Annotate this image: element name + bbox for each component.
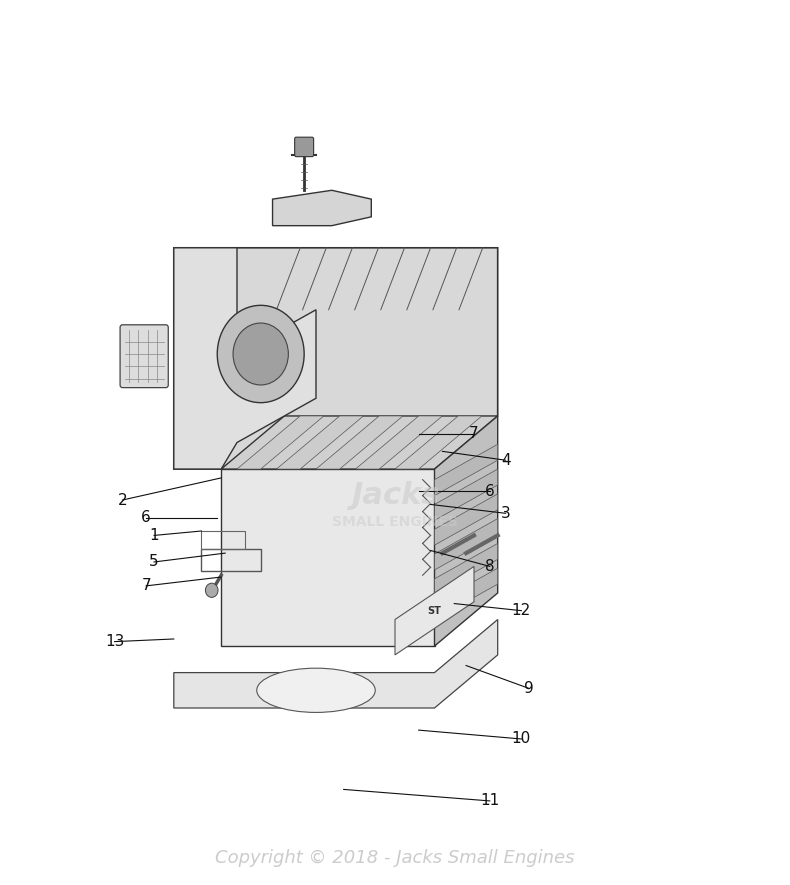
Polygon shape	[435, 519, 498, 570]
Text: Copyright © 2018 - Jacks Small Engines: Copyright © 2018 - Jacks Small Engines	[215, 850, 575, 867]
Text: 12: 12	[512, 604, 531, 618]
Point	[374, 242, 383, 253]
Line: 2 pts: 2 pts	[355, 248, 378, 310]
Polygon shape	[435, 568, 498, 619]
Text: Jacks: Jacks	[351, 481, 439, 510]
Polygon shape	[435, 469, 498, 520]
Text: 8: 8	[485, 559, 495, 573]
Text: 2: 2	[118, 493, 127, 507]
Text: 10: 10	[512, 732, 531, 746]
Line: 2 pts: 2 pts	[459, 248, 483, 310]
Polygon shape	[221, 416, 498, 469]
Line: 2 pts: 2 pts	[407, 248, 431, 310]
Line: 2 pts: 2 pts	[433, 248, 457, 310]
Circle shape	[233, 323, 288, 385]
Polygon shape	[356, 416, 442, 469]
Text: 11: 11	[480, 794, 499, 808]
Text: SMALL ENGINES: SMALL ENGINES	[332, 515, 458, 529]
Text: 1: 1	[149, 528, 159, 543]
Line: 2 pts: 2 pts	[381, 248, 404, 310]
Text: 13: 13	[105, 635, 124, 649]
Point	[322, 242, 331, 253]
Text: 3: 3	[501, 506, 510, 520]
Point	[454, 304, 464, 315]
Text: 7: 7	[469, 427, 479, 441]
Point	[376, 304, 386, 315]
Text: ST: ST	[427, 605, 442, 616]
Text: 5: 5	[149, 555, 159, 569]
Circle shape	[217, 305, 304, 403]
Point	[298, 304, 307, 315]
Polygon shape	[174, 248, 498, 469]
Point	[295, 242, 305, 253]
Line: 2 pts: 2 pts	[329, 248, 352, 310]
Point	[324, 304, 333, 315]
Point	[350, 304, 359, 315]
Point	[400, 242, 409, 253]
Point	[426, 242, 435, 253]
Polygon shape	[395, 416, 482, 469]
Ellipse shape	[257, 668, 375, 712]
Polygon shape	[316, 416, 403, 469]
Point	[428, 304, 438, 315]
Polygon shape	[276, 416, 363, 469]
Text: 9: 9	[525, 681, 534, 696]
Polygon shape	[435, 543, 498, 595]
Point	[272, 304, 281, 315]
Text: 6: 6	[141, 511, 151, 525]
Polygon shape	[237, 416, 324, 469]
Point	[348, 242, 357, 253]
Polygon shape	[221, 469, 434, 646]
Polygon shape	[435, 494, 498, 545]
Text: 4: 4	[501, 453, 510, 467]
Polygon shape	[435, 416, 498, 646]
Circle shape	[205, 583, 218, 597]
Text: 7: 7	[141, 579, 151, 593]
Line: 2 pts: 2 pts	[303, 248, 326, 310]
Text: 6: 6	[485, 484, 495, 498]
FancyBboxPatch shape	[295, 137, 314, 157]
Polygon shape	[435, 444, 498, 496]
Line: 2 pts: 2 pts	[276, 248, 300, 310]
FancyBboxPatch shape	[120, 325, 168, 388]
Point	[452, 242, 461, 253]
Point	[478, 242, 487, 253]
Polygon shape	[273, 190, 371, 226]
Polygon shape	[174, 620, 498, 708]
Polygon shape	[174, 248, 316, 469]
Polygon shape	[395, 566, 474, 655]
Point	[402, 304, 412, 315]
